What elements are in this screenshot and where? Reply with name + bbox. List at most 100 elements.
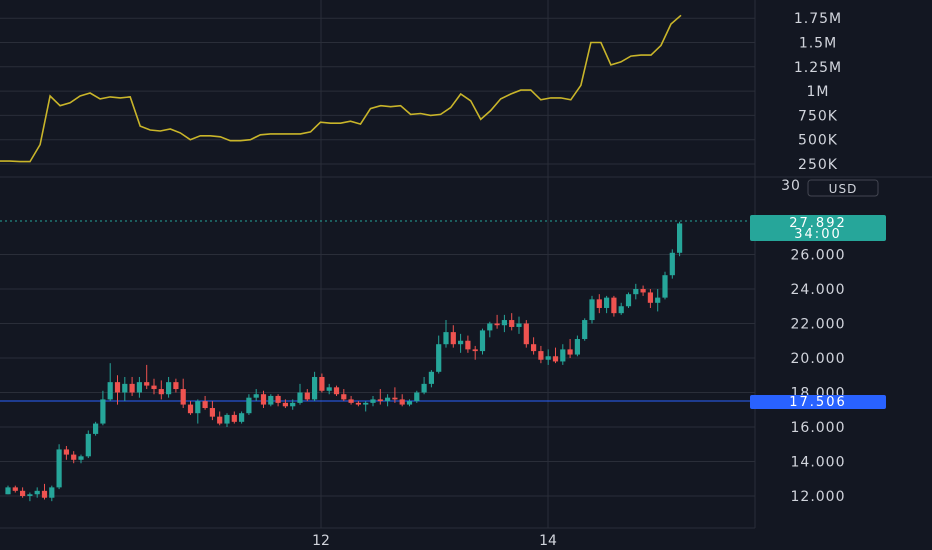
candle-body	[34, 490, 40, 495]
candle	[348, 395, 354, 405]
candle	[158, 380, 164, 400]
candle-body	[144, 382, 150, 386]
candle-body	[93, 423, 99, 434]
candle-body	[472, 349, 478, 352]
price-tick-label: 22.000	[791, 317, 846, 333]
candle	[202, 395, 208, 410]
candle-body	[49, 487, 55, 498]
candle	[312, 371, 318, 402]
candle-body	[677, 223, 683, 253]
candle	[479, 328, 486, 355]
candle-body	[406, 401, 413, 405]
candle	[71, 451, 77, 464]
candle	[282, 399, 288, 409]
reference-price-tag-box	[750, 395, 886, 409]
candle-body	[618, 306, 624, 314]
candle-body	[523, 323, 529, 345]
candle-body	[231, 414, 237, 422]
candlestick-series	[5, 221, 683, 502]
candle	[27, 492, 33, 502]
candle-body	[538, 351, 544, 360]
candle	[501, 314, 507, 333]
candle	[239, 411, 245, 424]
candle-body	[494, 323, 500, 326]
candle	[589, 295, 595, 324]
candle-body	[611, 297, 617, 314]
candle	[392, 387, 398, 403]
candle-body	[202, 401, 208, 409]
candle-body	[414, 392, 420, 402]
candle	[399, 394, 405, 407]
candle	[428, 370, 434, 388]
candle	[458, 333, 464, 353]
candle	[144, 364, 150, 390]
candle-body	[122, 383, 128, 393]
candle-body	[516, 323, 522, 327]
candle-body	[355, 402, 361, 405]
candle	[63, 445, 69, 460]
candle	[640, 285, 646, 296]
candle-body	[304, 392, 310, 400]
candle-body	[209, 408, 215, 417]
candle	[268, 394, 274, 407]
indicator-tick-label: 1M	[807, 84, 830, 100]
candle	[611, 295, 617, 317]
candle-body	[56, 449, 62, 488]
candle-countdown: 34:00	[794, 227, 841, 242]
candle	[136, 376, 142, 398]
candle-body	[421, 383, 427, 393]
indicator-tick-label: 500K	[798, 133, 838, 149]
reference-price-value: 17.506	[789, 395, 847, 410]
candle-body	[501, 320, 507, 326]
candle	[523, 320, 529, 348]
candle-body	[509, 320, 515, 327]
candle	[224, 413, 230, 427]
candle-body	[253, 394, 259, 398]
candle	[516, 316, 522, 334]
candle	[173, 378, 179, 393]
candle	[363, 401, 369, 412]
candle	[487, 321, 493, 338]
price-tick-label: 20.000	[791, 351, 846, 367]
candle-body	[370, 399, 376, 403]
candle	[633, 283, 639, 300]
price-tick-label: 16.000	[791, 420, 846, 436]
indicator-tick-label: 750K	[798, 108, 838, 124]
candle-body	[136, 382, 142, 393]
candle-body	[224, 414, 230, 424]
candle	[260, 390, 267, 409]
candle-body	[465, 340, 471, 350]
candle-body	[217, 416, 223, 424]
candle-body	[596, 299, 602, 308]
time-axis[interactable]: 12 14	[312, 533, 557, 549]
candle-body	[633, 289, 639, 295]
candle	[275, 394, 281, 407]
candle-body	[100, 399, 106, 424]
indicator-tick-label: 1.5M	[799, 36, 837, 52]
candle-body	[151, 385, 157, 390]
candle	[355, 401, 361, 407]
candle	[246, 394, 252, 415]
candle	[509, 313, 515, 331]
candle-body	[239, 413, 245, 422]
candle-body	[531, 344, 537, 352]
candle	[100, 390, 106, 426]
candle	[596, 294, 602, 314]
candle-body	[574, 339, 580, 355]
candle	[297, 383, 303, 405]
candle	[253, 389, 259, 402]
candle-body	[78, 456, 84, 460]
candle	[625, 292, 632, 308]
candle-body	[12, 487, 18, 491]
candle	[333, 385, 340, 396]
candle-body	[71, 454, 77, 460]
candle-body	[377, 399, 383, 402]
currency-badge[interactable]: USD	[807, 179, 879, 197]
candle-body	[589, 299, 595, 321]
candle	[114, 375, 121, 405]
price-pane	[0, 220, 755, 502]
candle-body	[129, 383, 135, 393]
candle-body	[282, 402, 288, 407]
candle-body	[385, 397, 391, 402]
